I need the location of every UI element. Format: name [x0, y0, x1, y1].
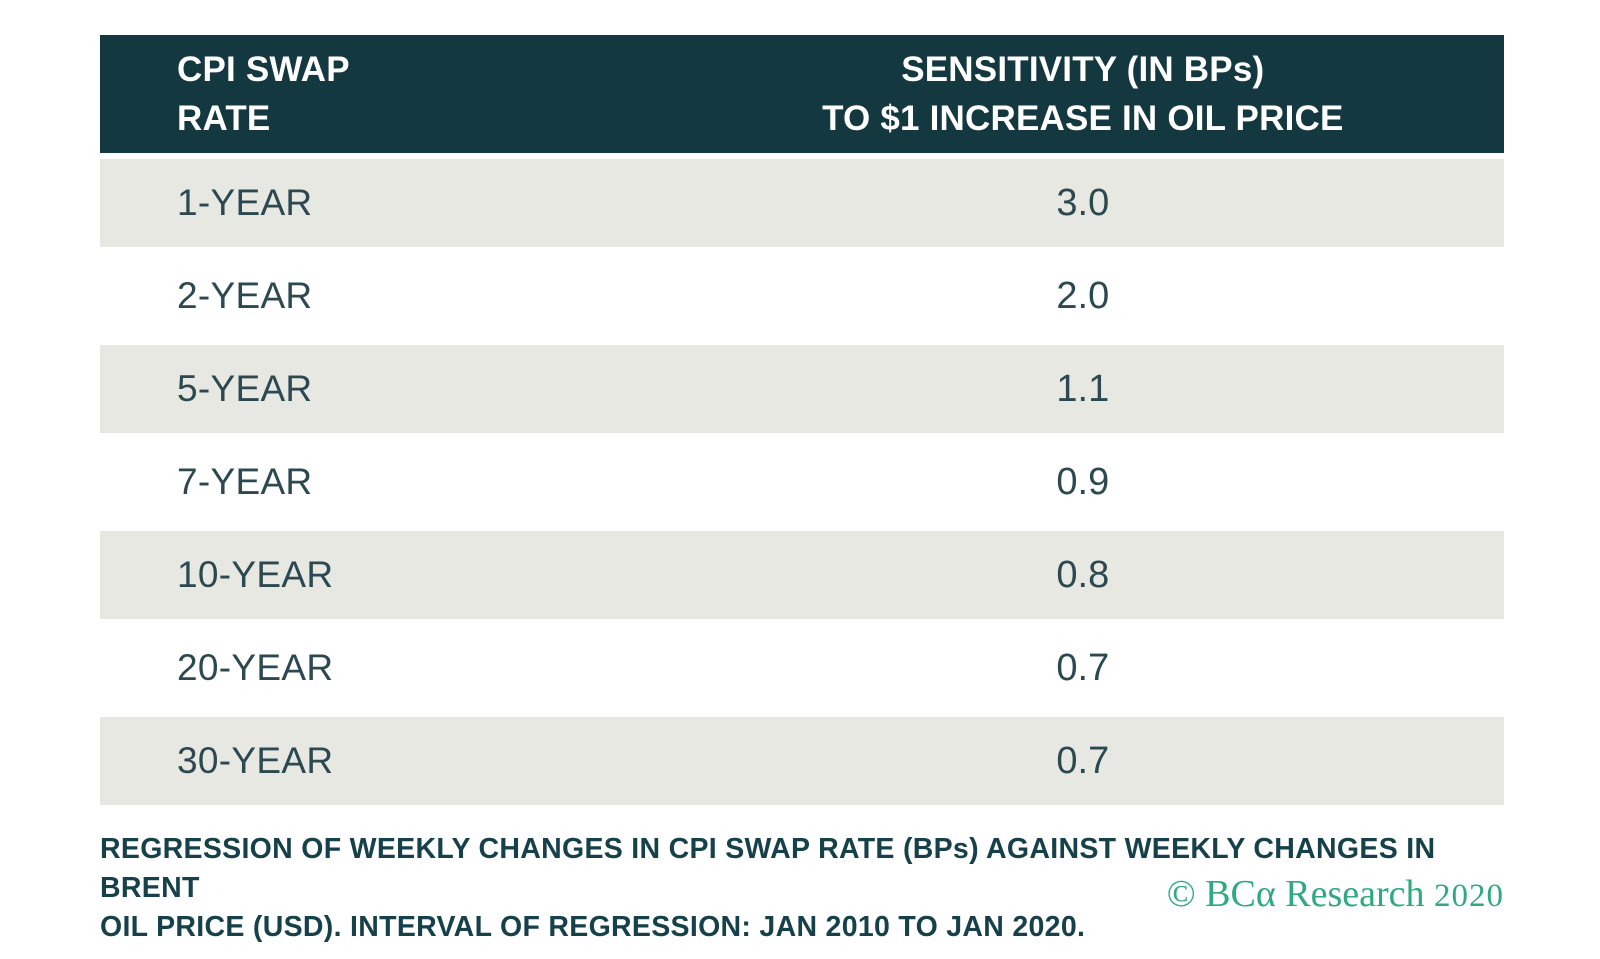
header-cpi-swap-rate: CPI SWAP RATE [177, 50, 350, 138]
table-row: 5-YEAR 1.1 [100, 345, 1504, 433]
table-row: 1-YEAR 3.0 [100, 159, 1504, 247]
bca-research-attribution: © BCα Research 2020 [1167, 872, 1504, 916]
row-tenor-label: 5-YEAR [177, 368, 313, 409]
row-sensitivity-value: 2.0 [1056, 274, 1110, 317]
table-row: 30-YEAR 0.7 [100, 717, 1504, 805]
table-row: 2-YEAR 2.0 [100, 252, 1504, 340]
row-tenor-label: 1-YEAR [177, 182, 313, 223]
row-sensitivity-value: 3.0 [1056, 181, 1110, 224]
attribution-text: © BCα Research [1166, 873, 1425, 915]
row-sensitivity-value: 0.8 [1056, 553, 1110, 596]
row-sensitivity-value: 0.7 [1056, 739, 1110, 782]
cpi-swap-sensitivity-table: CPI SWAP RATE SENSITIVITY (IN BPs) TO $1… [100, 35, 1504, 810]
attribution-year: 2020 [1434, 878, 1504, 914]
row-tenor-label: 20-YEAR [177, 647, 334, 688]
row-tenor-label: 7-YEAR [177, 461, 313, 502]
row-sensitivity-value: 0.9 [1056, 460, 1110, 503]
row-tenor-label: 2-YEAR [177, 275, 313, 316]
table-row: 20-YEAR 0.7 [100, 624, 1504, 712]
header-sensitivity: SENSITIVITY (IN BPs) TO $1 INCREASE IN O… [822, 50, 1344, 138]
footnote-line-2: OIL PRICE (USD). INTERVAL OF REGRESSION:… [100, 911, 1086, 943]
row-tenor-label: 30-YEAR [177, 740, 334, 781]
footnote-line-1: REGRESSION OF WEEKLY CHANGES IN CPI SWAP… [100, 833, 1436, 904]
table-row: 7-YEAR 0.9 [100, 438, 1504, 526]
table-body: 1-YEAR 3.0 2-YEAR 2.0 5-YEAR 1.1 7-YEAR … [100, 159, 1504, 805]
row-sensitivity-value: 1.1 [1056, 367, 1110, 410]
row-sensitivity-value: 0.7 [1056, 646, 1110, 689]
figure-footer: REGRESSION OF WEEKLY CHANGES IN CPI SWAP… [100, 830, 1512, 947]
table-row: 10-YEAR 0.8 [100, 531, 1504, 619]
table-header-row: CPI SWAP RATE SENSITIVITY (IN BPs) TO $1… [100, 35, 1504, 153]
row-tenor-label: 10-YEAR [177, 554, 334, 595]
